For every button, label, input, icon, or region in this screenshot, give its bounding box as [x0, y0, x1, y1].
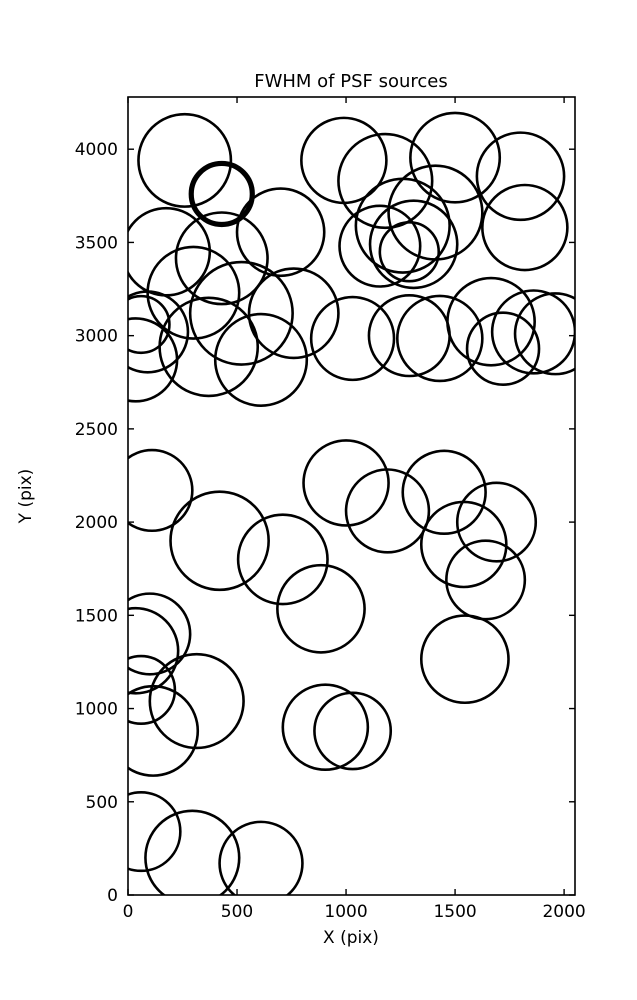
psf-source-circle	[188, 260, 294, 366]
psf-source-circle	[128, 294, 171, 355]
psf-source-circle	[235, 187, 326, 278]
psf-source-circle	[513, 292, 575, 376]
psf-source-circle	[387, 164, 484, 261]
psf-source-circle	[455, 481, 538, 563]
page-title: FWHM of PSF sources	[254, 71, 448, 92]
plot-frame	[127, 96, 576, 896]
psf-source-circle	[128, 654, 177, 725]
psf-source-circle	[247, 267, 340, 360]
psf-source-circle	[128, 290, 190, 374]
psf-source-circle	[419, 614, 510, 705]
psf-source-circle	[378, 221, 441, 283]
psf-source-circle	[169, 490, 270, 592]
x-tick-label: 2000	[542, 902, 585, 922]
psf-source-circle	[490, 289, 575, 375]
y-tick-label: 0	[107, 886, 118, 906]
psf-source-circle	[395, 294, 484, 383]
x-tick-label: 0	[123, 902, 134, 922]
psf-source-circle	[128, 448, 194, 533]
psf-source-circle	[276, 563, 366, 654]
psf-source-circle	[213, 312, 309, 407]
x-axis-ticks: 0 500 1000 1500 2000	[123, 97, 586, 922]
y-tick-label: 3000	[75, 327, 118, 347]
y-tick-label: 1000	[75, 700, 118, 720]
y-tick-label: 1500	[75, 606, 118, 626]
psf-source-circle	[236, 513, 329, 606]
psf-source-circle	[481, 183, 569, 272]
psf-source-circle	[144, 809, 241, 895]
y-tick-label: 3500	[75, 233, 118, 253]
psf-source-circle	[128, 791, 182, 873]
psf-source-circle	[174, 211, 269, 306]
psf-source-circle	[445, 539, 527, 621]
x-axis-label: X (pix)	[323, 928, 379, 948]
psf-source-circle-highlighted	[188, 160, 255, 228]
y-axis-label: Y (pix)	[16, 469, 36, 525]
psf-source-circle	[148, 652, 245, 750]
psf-source-circle	[128, 592, 192, 676]
psf-source-circle	[128, 606, 180, 695]
psf-source-circle	[137, 112, 233, 208]
psf-source-circle	[337, 132, 434, 230]
y-tick-label: 2000	[75, 513, 118, 533]
psf-source-circle	[218, 820, 304, 895]
y-tick-label: 500	[86, 793, 118, 813]
psf-source-circle	[313, 691, 393, 771]
y-tick-label: 2500	[75, 420, 118, 440]
psf-source-circle	[368, 199, 459, 290]
psf-source-circle	[302, 439, 390, 527]
x-tick-label: 1000	[324, 902, 367, 922]
psf-source-circle	[344, 468, 431, 554]
psf-source-circle	[309, 295, 396, 382]
psf-source-circle	[465, 311, 541, 386]
psf-source-circle	[338, 204, 422, 288]
psf-source-circle	[281, 683, 370, 772]
psf-source-circle	[128, 684, 200, 777]
x-tick-label: 500	[221, 902, 253, 922]
psf-source-circle	[401, 449, 487, 535]
psf-source-circles	[128, 111, 575, 895]
psf-source-circle	[475, 131, 566, 222]
psf-source-circle	[409, 111, 502, 204]
x-tick-label: 1500	[433, 902, 476, 922]
y-tick-label: 4000	[75, 140, 118, 160]
y-axis-ticks: 0 500 1000 1500 2000 2500 3000 3500 4000	[75, 140, 575, 906]
psf-source-circle	[128, 317, 179, 403]
psf-source-circle	[446, 276, 536, 367]
